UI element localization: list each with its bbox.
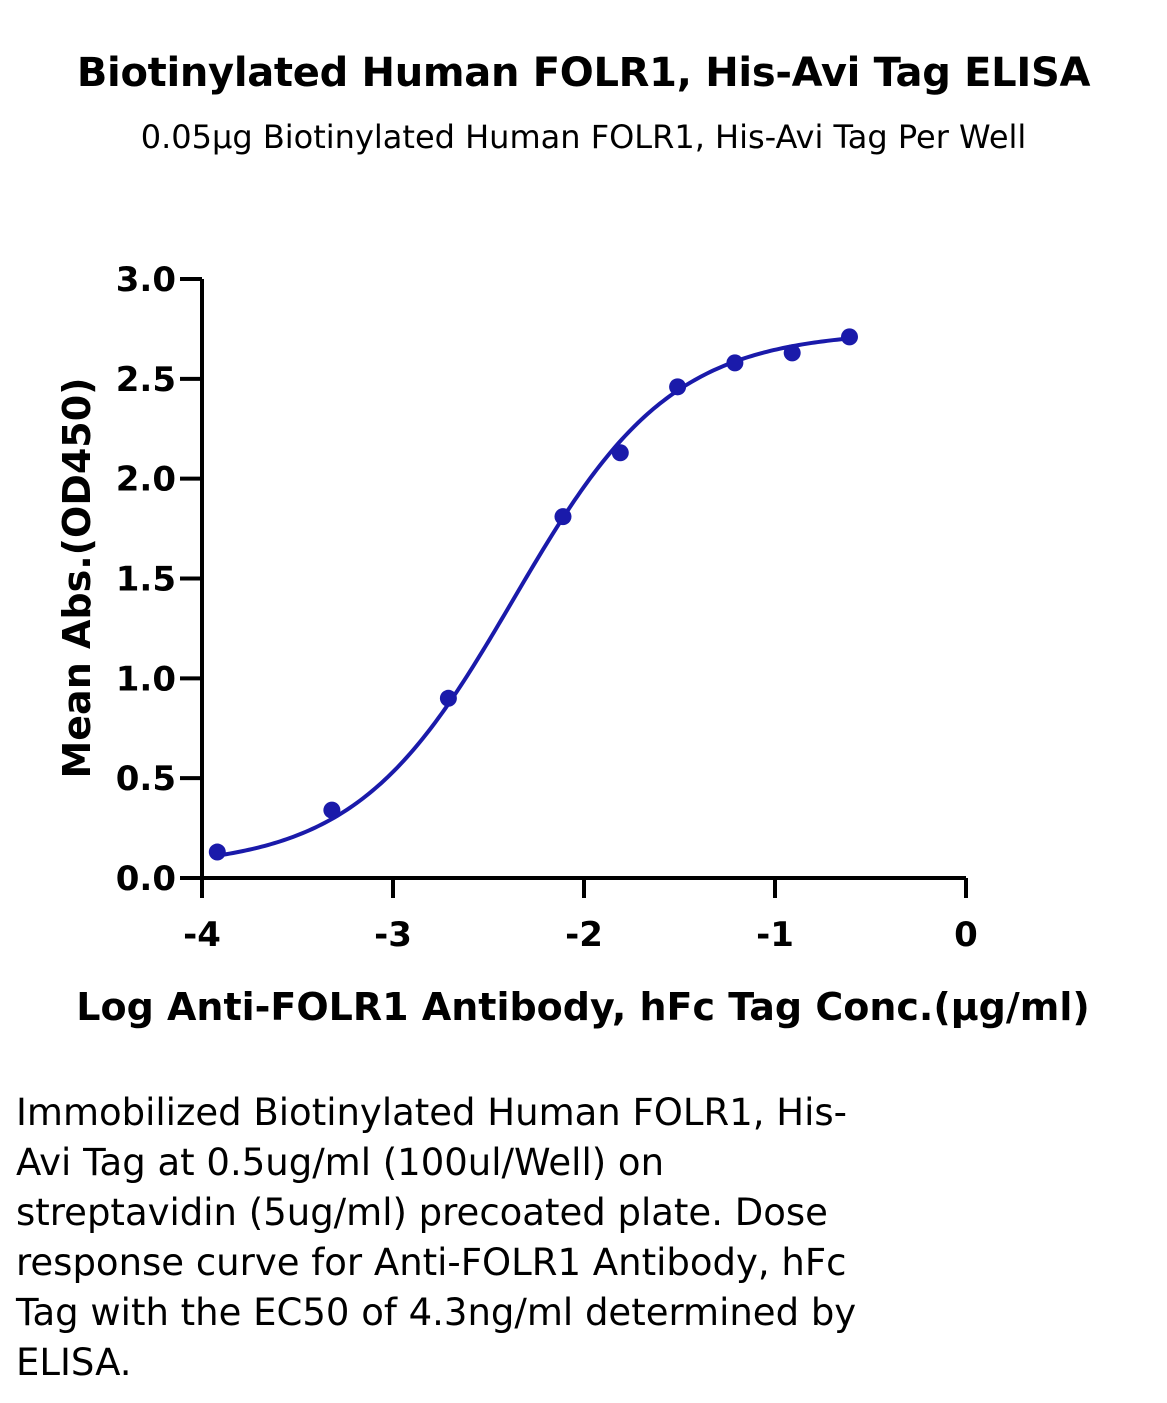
data-point: [208, 843, 226, 861]
fit-curve-layer: [216, 336, 850, 858]
y-tick-label: 0.5: [116, 759, 176, 799]
y-tick-label: 2.0: [116, 460, 176, 500]
data-point: [840, 328, 858, 346]
x-tick-label: -4: [183, 915, 221, 955]
x-tick-label: -2: [565, 915, 603, 955]
chart-plot: 0.0 0.5 1.0 1.5 2.0 2.5 3.0 -4 -3 -2 -1 0 Mean Abs.…: [55, 260, 1090, 1029]
y-tick-label: 1.5: [116, 560, 176, 600]
x-tick-label: -3: [374, 915, 412, 955]
axes: 0.0 0.5 1.0 1.5 2.0 2.5 3.0 -4 -3 -2 -1 0: [116, 260, 978, 955]
y-tick-label: 2.5: [116, 360, 176, 400]
data-point: [669, 378, 687, 396]
x-tick-label: 0: [954, 915, 978, 955]
y-axis-title: Mean Abs.(OD450): [55, 377, 99, 778]
x-tick-label: -1: [756, 915, 794, 955]
data-points-layer: [208, 328, 858, 861]
y-tick-label: 3.0: [116, 260, 176, 300]
fit-curve: [216, 336, 850, 858]
data-point: [323, 801, 341, 819]
chart-subtitle: 0.05μg Biotinylated Human FOLR1, His-Avi…: [140, 118, 1027, 156]
chart-title: Biotinylated Human FOLR1, His-Avi Tag EL…: [76, 50, 1091, 96]
data-point: [611, 444, 629, 462]
y-tick-label: 1.0: [116, 659, 176, 699]
data-point: [726, 354, 744, 372]
data-point: [783, 344, 801, 362]
y-tick-label: 0.0: [116, 859, 176, 899]
x-axis-title: Log Anti-FOLR1 Antibody, hFc Tag Conc.(μ…: [76, 985, 1090, 1029]
data-point: [554, 508, 572, 526]
data-point: [439, 689, 457, 707]
figure-caption: Immobilized Biotinylated Human FOLR1, Hi…: [16, 1091, 857, 1384]
